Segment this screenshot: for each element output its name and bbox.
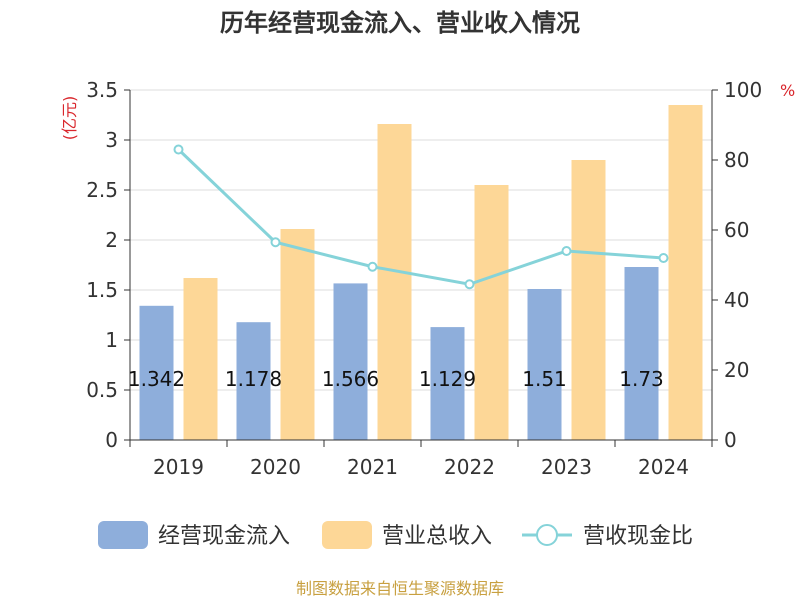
legend-label-ratio: 营收现金比 bbox=[583, 524, 693, 549]
source-note: 制图数据来自恒生聚源数据库 bbox=[296, 579, 504, 598]
left-axis-tick-label: 0 bbox=[105, 428, 118, 452]
x-axis-tick-label: 2020 bbox=[250, 455, 301, 479]
data-labels: 1.342 1.178 1.566 1.129 1.51 1.73 bbox=[128, 367, 664, 391]
bar-cash-inflow bbox=[624, 267, 659, 440]
legend-label-cash-inflow: 经营现金流入 bbox=[158, 524, 290, 549]
right-axis-tick-label: 40 bbox=[724, 288, 749, 312]
bar-cash-inflow bbox=[236, 322, 271, 440]
axes: 0 0.5 1 1.5 2 2.5 3 3.5 0 20 40 60 80 100 2019 2020 2021… bbox=[86, 78, 762, 479]
x-axis-tick-label: 2019 bbox=[153, 455, 204, 479]
left-axis-unit: (亿元) bbox=[60, 96, 79, 141]
legend-label-revenue: 营业总收入 bbox=[382, 524, 492, 549]
left-axis-tick-label: 3.5 bbox=[86, 78, 118, 102]
bar-cash-inflow bbox=[139, 305, 174, 440]
ratio-point bbox=[464, 279, 475, 290]
legend-swatch-cash-inflow bbox=[98, 521, 148, 549]
ratio-line bbox=[173, 144, 669, 290]
left-axis-tick-label: 1 bbox=[105, 328, 118, 352]
right-axis-tick-label: 20 bbox=[724, 358, 749, 382]
data-label: 1.129 bbox=[419, 367, 476, 391]
ratio-line-path bbox=[177, 148, 664, 286]
x-axis-tick-label: 2021 bbox=[347, 455, 398, 479]
data-label: 1.51 bbox=[522, 367, 567, 391]
right-axis-tick-label: 60 bbox=[724, 218, 749, 242]
left-axis-tick-label: 2 bbox=[105, 228, 118, 252]
ratio-point bbox=[658, 253, 669, 263]
bar-cash-inflow bbox=[430, 327, 465, 440]
right-axis-tick-label: 80 bbox=[724, 148, 749, 172]
bar-cash-inflow bbox=[333, 283, 368, 440]
legend: 经营现金流入 营业总收入 营收现金比 bbox=[98, 521, 693, 549]
right-axis-unit: % bbox=[780, 81, 795, 100]
chart-title: 历年经营现金流入、营业收入情况 bbox=[220, 9, 580, 37]
left-axis-tick-label: 2.5 bbox=[86, 178, 118, 202]
bar-revenue bbox=[474, 185, 509, 440]
legend-marker-ratio bbox=[536, 524, 558, 546]
ratio-point bbox=[173, 144, 184, 155]
data-label: 1.566 bbox=[322, 367, 379, 391]
data-label: 1.342 bbox=[128, 367, 185, 391]
right-axis-tick-label: 0 bbox=[724, 428, 737, 452]
ratio-point bbox=[270, 237, 281, 248]
data-label: 1.73 bbox=[619, 367, 664, 391]
data-label: 1.178 bbox=[225, 367, 282, 391]
left-axis-tick-label: 0.5 bbox=[86, 378, 118, 402]
left-axis-tick-label: 3 bbox=[105, 128, 118, 152]
bar-revenue bbox=[280, 229, 315, 440]
bars bbox=[139, 105, 703, 440]
ratio-point bbox=[367, 261, 378, 272]
bar-revenue bbox=[668, 105, 703, 440]
bar-revenue bbox=[571, 160, 606, 440]
grid bbox=[130, 89, 712, 391]
x-axis-tick-label: 2024 bbox=[638, 455, 689, 479]
x-axis-tick-label: 2022 bbox=[444, 455, 495, 479]
left-axis-tick-label: 1.5 bbox=[86, 278, 118, 302]
bar-revenue bbox=[183, 278, 218, 440]
bar-revenue bbox=[377, 124, 412, 440]
bar-cash-inflow bbox=[527, 289, 562, 440]
x-axis-tick-label: 2023 bbox=[541, 455, 592, 479]
legend-swatch-revenue bbox=[322, 521, 372, 549]
ratio-point bbox=[561, 246, 572, 256]
right-axis-tick-label: 100 bbox=[724, 78, 762, 102]
